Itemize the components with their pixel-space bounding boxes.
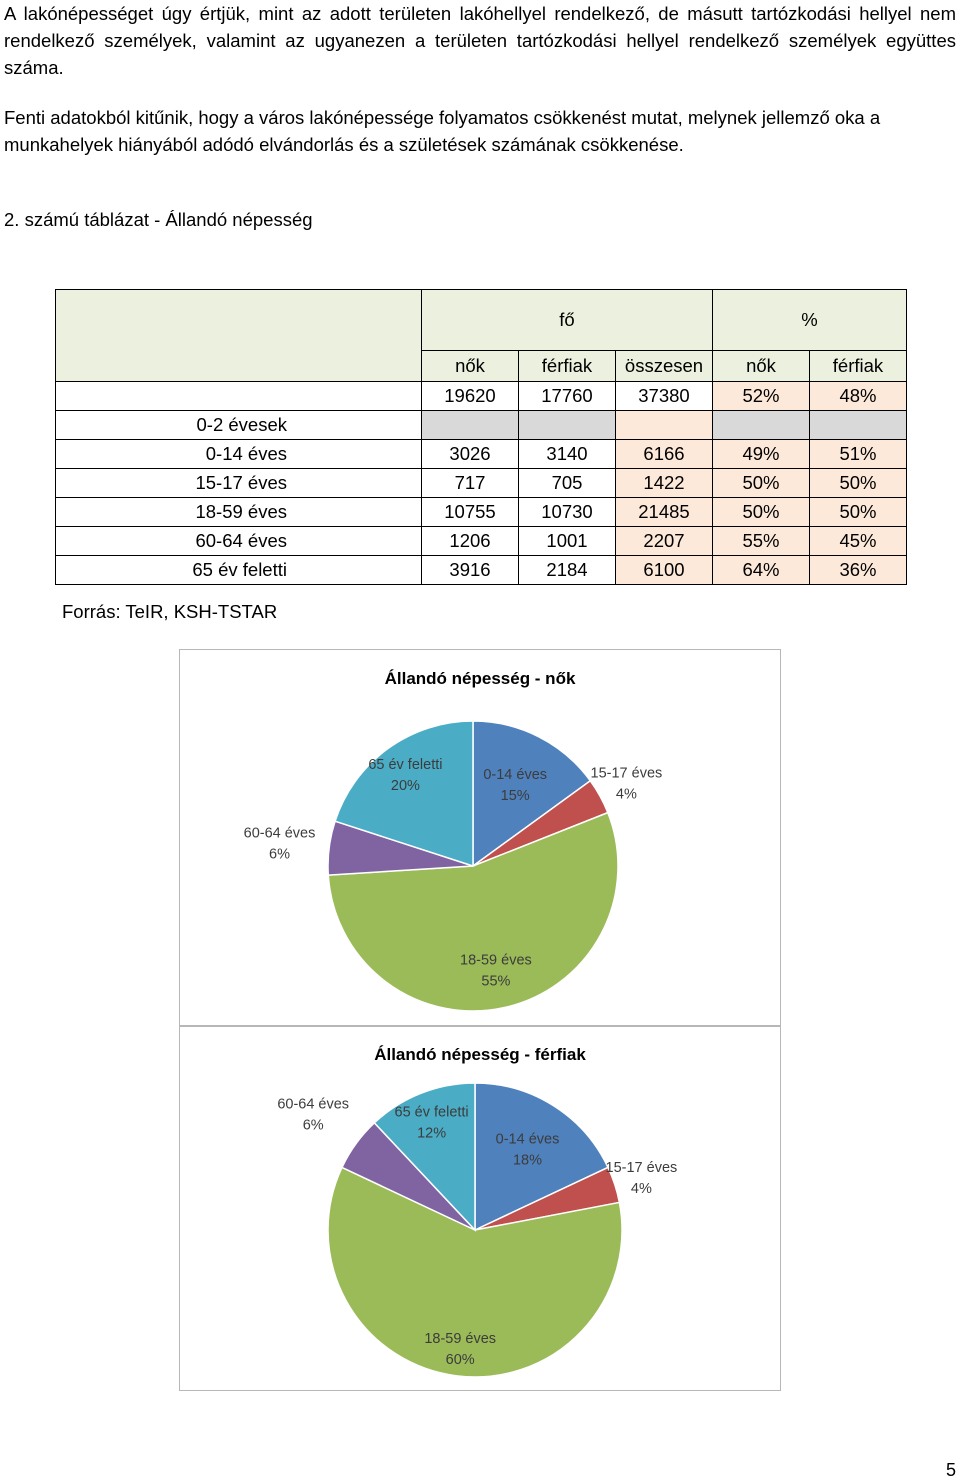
slice-value-label: 12%: [417, 1125, 446, 1141]
cell-nok-percent: 64%: [712, 555, 810, 585]
slice-category-label: 15-17 éves: [606, 1160, 678, 1176]
cell-nok-percent: 50%: [712, 468, 810, 498]
cell-ferfiak-percent: 45%: [809, 526, 907, 556]
row-label: 60-64 éves: [55, 526, 422, 556]
pie-slice-0-14-eves: [474, 1082, 610, 1232]
table-row: 18-59 éves 10755 10730 21485 50% 50%: [55, 497, 907, 527]
column-header-nok-percent: nők: [712, 350, 810, 382]
group-header-percent: %: [712, 289, 907, 351]
pie-chart-women-svg: Állandó népesség - nők 0-14 éves 15% 15-17 …: [244, 669, 663, 1012]
cell-ferfiak: 3140: [518, 439, 616, 469]
cell-nok: 3916: [421, 555, 519, 585]
pie-slice-65-ev-feletti: [373, 1082, 476, 1232]
cell-osszesen: 2207: [615, 526, 713, 556]
cell-ferfiak-percent: [809, 410, 907, 440]
cell-nok: [421, 410, 519, 440]
slice-category-label: 0-14 éves: [496, 1131, 560, 1147]
row-label: 15-17 éves: [55, 468, 422, 498]
cell-ferfiak: 2184: [518, 555, 616, 585]
population-table: fő % nők férfiak összesen nők férfiak 19…: [55, 289, 907, 585]
cell-nok: 717: [421, 468, 519, 498]
cell-osszesen: 6100: [615, 555, 713, 585]
total-row-label: [55, 381, 422, 411]
cell-osszesen: 21485: [615, 497, 713, 527]
table-row: 0-2 évesek: [55, 410, 907, 440]
slice-value-label: 4%: [616, 787, 637, 803]
cell-nok-percent: 49%: [712, 439, 810, 469]
cell-osszesen: 1422: [615, 468, 713, 498]
cell-osszesen: 6166: [615, 439, 713, 469]
table-caption: 2. számú táblázat - Állandó népesség: [4, 209, 313, 230]
slice-category-label: 0-14 éves: [483, 767, 547, 783]
page-number: 5: [946, 1460, 957, 1480]
conclusion-paragraph: Fenti adatokból kitűnik, hogy a város la…: [4, 107, 881, 155]
row-label: 18-59 éves: [55, 497, 422, 527]
intro-paragraph: A lakónépességet úgy értjük, mint az ado…: [4, 3, 956, 78]
table-row: 65 év feletti 3916 2184 6100 64% 36%: [55, 555, 907, 585]
cell-ferfiak: [518, 410, 616, 440]
row-label: 0-2 évesek: [55, 410, 422, 440]
cell-ferfiak: 1001: [518, 526, 616, 556]
cell-ferfiak: 705: [518, 468, 616, 498]
table-source: Forrás: TeIR, KSH-TSTAR: [62, 601, 278, 622]
table-corner-cell: [55, 289, 422, 382]
cell-nok-percent: [712, 410, 810, 440]
slice-category-label: 15-17 éves: [591, 766, 663, 782]
slice-category-label: 60-64 éves: [244, 826, 316, 842]
row-label: 65 év feletti: [55, 555, 422, 585]
pie-slice-65-ev-feletti: [334, 720, 474, 868]
total-ferfiak: 17760: [518, 381, 616, 411]
pie-slice-0-14-eves: [472, 720, 592, 868]
cell-ferfiak-percent: 51%: [809, 439, 907, 469]
cell-nok: 10755: [421, 497, 519, 527]
slice-category-label: 65 év feletti: [395, 1104, 469, 1120]
table-row: 0-14 éves 3026 3140 6166 49% 51%: [55, 439, 907, 469]
slice-category-label: 60-64 éves: [277, 1096, 349, 1112]
slice-value-label: 6%: [269, 847, 290, 863]
slice-value-label: 6%: [303, 1117, 324, 1133]
pie-slice-18-59-eves: [327, 811, 619, 1012]
slice-category-label: 65 év feletti: [368, 757, 442, 773]
slice-category-label: 18-59 éves: [424, 1331, 496, 1347]
column-header-nok: nők: [421, 350, 519, 382]
pie-chart-men-svg: Állandó népesség - férfiak 0-14 éves 18% 15…: [277, 1045, 678, 1378]
group-header-fo: fő: [421, 289, 713, 351]
cell-nok: 3026: [421, 439, 519, 469]
cell-ferfiak-percent: 36%: [809, 555, 907, 585]
pie-chart-women: Állandó népesség - nők 0-14 éves 15% 15-17 …: [179, 649, 781, 1026]
slice-category-label: 18-59 éves: [460, 953, 532, 969]
slice-value-label: 20%: [391, 778, 420, 794]
total-osszesen: 37380: [615, 381, 713, 411]
column-header-osszesen: összesen: [615, 350, 713, 382]
cell-nok-percent: 55%: [712, 526, 810, 556]
cell-ferfiak-percent: 50%: [809, 468, 907, 498]
column-header-ferfiak-percent: férfiak: [809, 350, 907, 382]
slice-value-label: 4%: [631, 1181, 652, 1197]
total-nok: 19620: [421, 381, 519, 411]
column-header-ferfiak: férfiak: [518, 350, 616, 382]
slice-value-label: 60%: [446, 1352, 475, 1368]
cell-ferfiak-percent: 50%: [809, 497, 907, 527]
pie-chart-men: Állandó népesség - férfiak 0-14 éves 18% 15…: [179, 1026, 781, 1391]
cell-ferfiak: 10730: [518, 497, 616, 527]
chart-title: Állandó népesség - férfiak: [374, 1045, 586, 1064]
table-row: 60-64 éves 1206 1001 2207 55% 45%: [55, 526, 907, 556]
total-nok-percent: 52%: [712, 381, 810, 411]
cell-osszesen: [615, 410, 713, 440]
row-label: 0-14 éves: [55, 439, 422, 469]
table-row: 15-17 éves 717 705 1422 50% 50%: [55, 468, 907, 498]
slice-value-label: 55%: [481, 974, 510, 990]
total-ferfiak-percent: 48%: [809, 381, 907, 411]
cell-nok: 1206: [421, 526, 519, 556]
slice-value-label: 18%: [513, 1152, 542, 1168]
slice-value-label: 15%: [501, 788, 530, 804]
cell-nok-percent: 50%: [712, 497, 810, 527]
chart-title: Állandó népesség - nők: [385, 669, 576, 688]
pie-slice-18-59-eves: [327, 1166, 623, 1378]
